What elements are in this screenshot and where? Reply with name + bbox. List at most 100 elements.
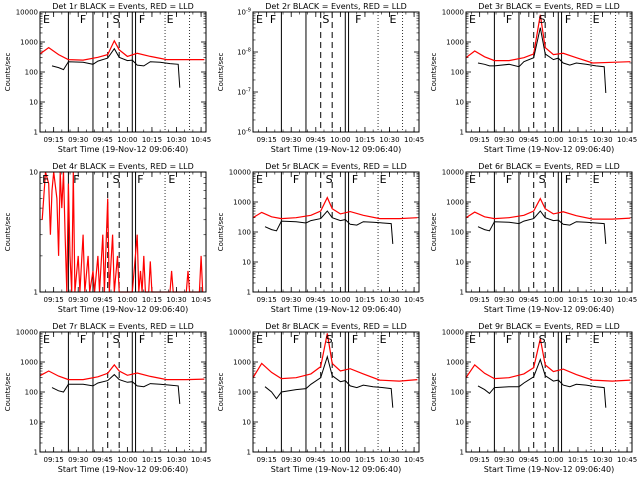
x-tick-label: 10:00 xyxy=(543,136,563,144)
chart-svg: Det 7r BLACK = Events, RED = LLD Counts/s… xyxy=(4,322,211,474)
plot-frame xyxy=(465,11,633,133)
y-tick-label: 1 xyxy=(34,449,38,457)
chart-title: Det 8r BLACK = Events, RED = LLD xyxy=(265,322,407,331)
y-tick-label: 1 xyxy=(34,129,38,137)
x-tick-label: 10:45 xyxy=(191,136,211,144)
region-label: S xyxy=(539,173,546,186)
y-tick-label: 1000 xyxy=(20,359,38,367)
x-axis-label: Start Time (19-Nov-12 09:06:40) xyxy=(58,465,188,474)
events-series-line xyxy=(477,27,607,94)
x-tick-label: 10:45 xyxy=(191,296,211,304)
x-tick-label: 09:15 xyxy=(257,456,277,464)
x-tick-label: 09:15 xyxy=(44,456,64,464)
region-label: E xyxy=(256,333,263,346)
region-label: S xyxy=(322,13,329,26)
y-tick-label: 100 xyxy=(451,389,464,397)
x-tick-label: 10:00 xyxy=(117,136,137,144)
region-label: E xyxy=(593,173,600,186)
lld-series-line xyxy=(41,171,204,293)
x-tick-label: 10:30 xyxy=(166,456,186,464)
x-tick-label: 09:30 xyxy=(494,136,514,144)
y-tick-label: 10 xyxy=(29,169,38,177)
x-tick-label: 10:15 xyxy=(568,296,588,304)
chart-svg: Det 1r BLACK = Events, RED = LLD Counts/s… xyxy=(4,2,211,154)
y-tick-label: 1000 xyxy=(20,39,38,47)
x-tick-label: 09:45 xyxy=(519,136,539,144)
y-tick-label: 1000 xyxy=(233,359,251,367)
x-tick-label: 09:15 xyxy=(470,136,490,144)
chart-svg: Det 2r BLACK = Events, RED = LLD Counts/s… xyxy=(217,2,424,154)
lld-series-line xyxy=(465,14,631,64)
x-tick-label: 10:00 xyxy=(543,296,563,304)
chart-title: Det 9r BLACK = Events, RED = LLD xyxy=(478,322,620,331)
chart-svg: Det 4r BLACK = Events, RED = LLD Counts/s… xyxy=(4,162,211,314)
y-tick-label: 10000 xyxy=(229,329,251,337)
detector-panel-4: Det 4r BLACK = Events, RED = LLD Counts/s… xyxy=(0,160,213,320)
detector-panel-8: Det 8r BLACK = Events, RED = LLD Counts/s… xyxy=(213,320,426,480)
region-label: E xyxy=(167,13,174,26)
region-label: S xyxy=(113,13,120,26)
region-label: E xyxy=(168,173,175,186)
region-label: E xyxy=(42,173,49,186)
y-tick-label: 10-8 xyxy=(237,48,251,57)
y-tick-label: 100 xyxy=(451,69,464,77)
x-tick-label: 10:00 xyxy=(117,456,137,464)
region-label: F xyxy=(293,333,299,346)
lld-series-line xyxy=(252,333,418,382)
x-tick-label: 09:45 xyxy=(93,296,113,304)
chart-svg: Det 5r BLACK = Events, RED = LLD Counts/s… xyxy=(217,162,424,314)
x-tick-label: 09:15 xyxy=(44,136,64,144)
plot-frame xyxy=(252,331,420,453)
detector-panel-2: Det 2r BLACK = Events, RED = LLD Counts/s… xyxy=(213,0,426,160)
region-label: F xyxy=(73,173,79,186)
y-tick-label: 1 xyxy=(460,289,464,297)
y-tick-label: 100 xyxy=(238,389,251,397)
x-axis-label: Start Time (19-Nov-12 09:06:40) xyxy=(58,305,188,314)
x-tick-label: 10:00 xyxy=(330,456,350,464)
x-tick-label: 09:30 xyxy=(281,296,301,304)
y-axis-label: Counts/sec xyxy=(430,53,438,92)
y-tick-label: 10000 xyxy=(442,9,464,17)
y-tick-label: 1000 xyxy=(446,39,464,47)
x-tick-label: 10:45 xyxy=(404,456,424,464)
y-tick-label: 10 xyxy=(455,419,464,427)
region-label: S xyxy=(326,173,333,186)
x-tick-label: 10:30 xyxy=(166,136,186,144)
events-series-line xyxy=(477,358,607,408)
lld-series-line xyxy=(39,363,205,381)
region-label: F xyxy=(506,173,512,186)
y-axis-label: Counts/sec xyxy=(217,53,225,92)
y-axis-label: Counts/sec xyxy=(4,53,12,92)
region-label: E xyxy=(593,333,600,346)
x-tick-label: 10:45 xyxy=(617,136,637,144)
region-label: F xyxy=(565,13,571,26)
x-tick-label: 10:15 xyxy=(355,296,375,304)
x-tick-label: 10:30 xyxy=(379,296,399,304)
plot-frame xyxy=(465,171,633,293)
x-tick-label: 10:45 xyxy=(617,456,637,464)
region-label: F xyxy=(139,333,145,346)
x-tick-label: 10:45 xyxy=(191,456,211,464)
x-axis-label: Start Time (19-Nov-12 09:06:40) xyxy=(484,305,614,314)
region-label: S xyxy=(113,333,120,346)
region-label: S xyxy=(539,13,546,26)
region-label: E xyxy=(256,13,263,26)
x-axis-label: Start Time (19-Nov-12 09:06:40) xyxy=(271,305,401,314)
plot-frame xyxy=(252,11,420,133)
y-tick-label: 10000 xyxy=(229,169,251,177)
x-tick-label: 09:30 xyxy=(494,296,514,304)
x-tick-label: 10:00 xyxy=(543,456,563,464)
x-tick-label: 10:30 xyxy=(592,296,612,304)
x-tick-label: 09:30 xyxy=(494,456,514,464)
y-tick-label: 1 xyxy=(247,449,251,457)
region-label: E xyxy=(469,13,476,26)
y-tick-label: 100 xyxy=(451,229,464,237)
y-tick-label: 10 xyxy=(242,419,251,427)
x-tick-label: 09:30 xyxy=(68,456,88,464)
chart-svg: Det 9r BLACK = Events, RED = LLD Counts/s… xyxy=(430,322,637,474)
region-label: E xyxy=(469,173,476,186)
detector-panel-3: Det 3r BLACK = Events, RED = LLD Counts/s… xyxy=(426,0,639,160)
x-tick-label: 10:00 xyxy=(117,296,137,304)
x-tick-label: 10:15 xyxy=(355,456,375,464)
